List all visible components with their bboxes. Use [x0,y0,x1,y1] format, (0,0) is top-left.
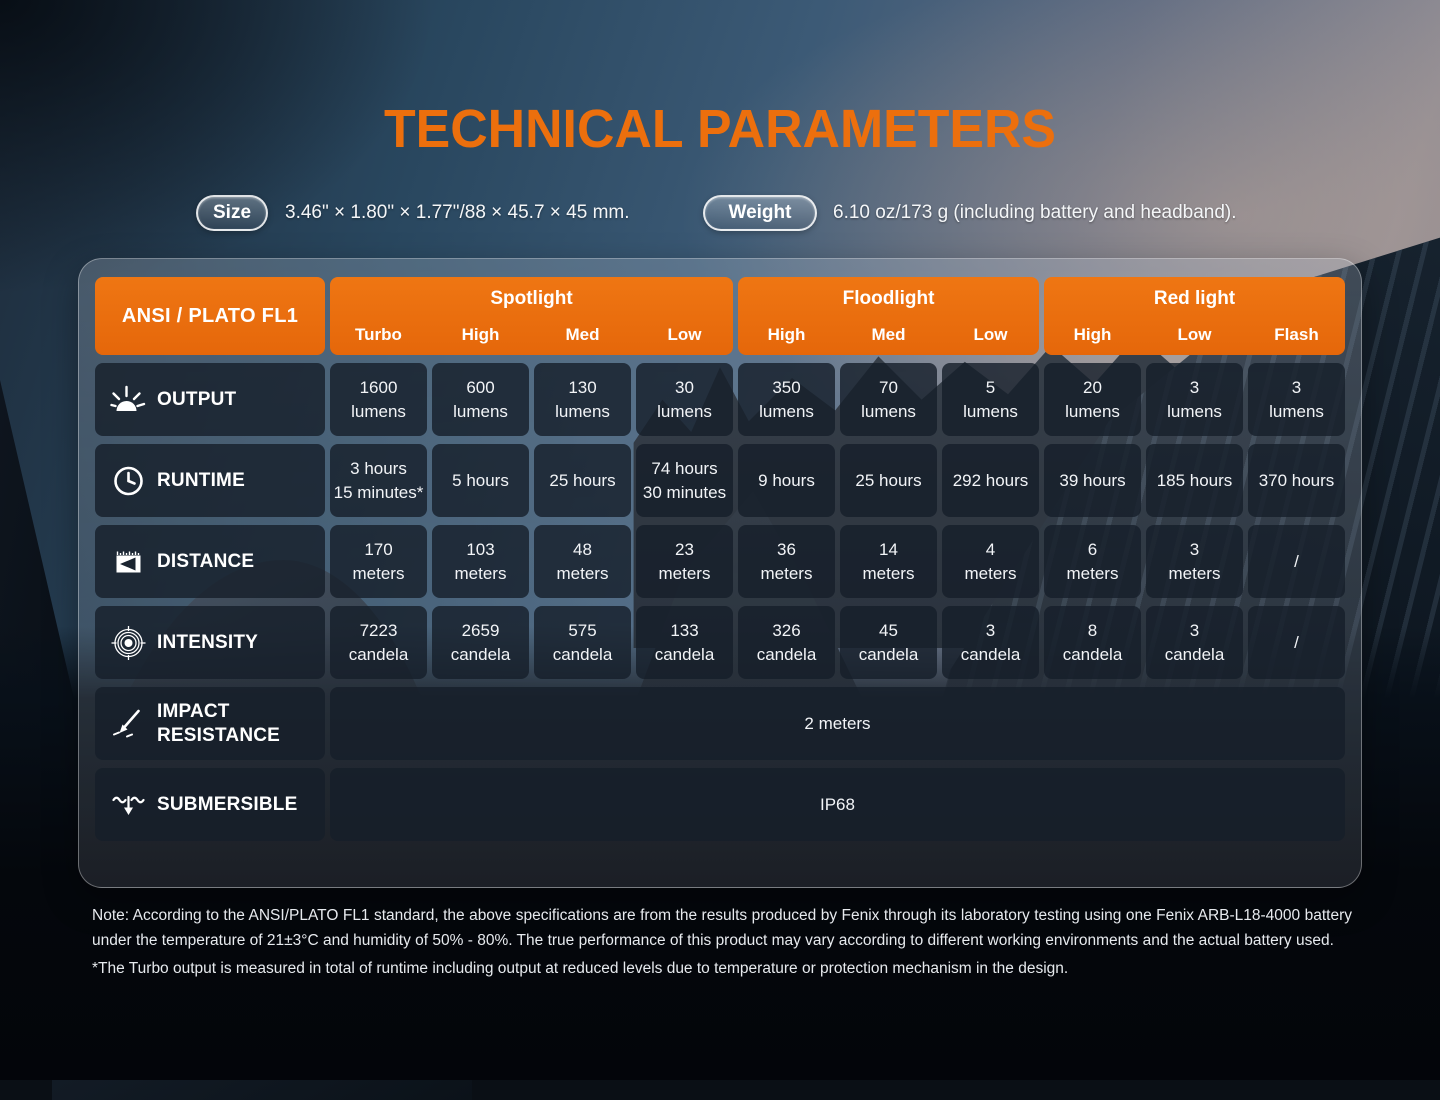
spec-cell: 170 meters [330,525,427,598]
weight-value: 6.10 oz/173 g (including battery and hea… [833,202,1237,223]
spec-cell: 7223 candela [330,606,427,679]
mode-header: Flash [1274,325,1319,344]
row-label-text: IMPACT RESISTANCE [157,700,281,746]
weight-badge-label: Weight [728,202,792,223]
mode-header: Med [871,325,906,344]
beam-distance-icon [108,543,148,581]
size-badge: Size [196,195,269,231]
row-label-intensity: INTENSITY [95,606,325,679]
spec-cell: 20 lumens [1044,363,1141,436]
spec-cell: 350 lumens [738,363,835,436]
spec-cell: 1600 lumens [330,363,427,436]
spec-cell: 3 meters [1146,525,1243,598]
group-title: Floodlight [842,288,935,309]
spec-cell: 9 hours [738,444,835,517]
page-title: TECHNICAL PARAMETERS [383,99,1057,159]
spec-cell: 14 meters [840,525,937,598]
row-label-runtime: RUNTIME [95,444,325,517]
size-badge-label: Size [213,202,252,223]
impact-arrow-icon [108,705,148,743]
spec-cell: 2659 candela [432,606,529,679]
spec-cell: 45 candela [840,606,937,679]
group-modes: High Med Low [738,325,1039,345]
spec-cell: 70 lumens [840,363,937,436]
spec-cell: 4 meters [942,525,1039,598]
spec-cell: 3 lumens [1248,363,1345,436]
row-label-impact-resistance: IMPACT RESISTANCE [95,687,325,760]
spec-cell: 130 lumens [534,363,631,436]
spec-cell: 3 hours 15 minutes* [330,444,427,517]
spec-cell: 133 candela [636,606,733,679]
spec-cell: 36 meters [738,525,835,598]
row-label-text: DISTANCE [157,550,255,572]
mode-header: Low [667,325,702,344]
row-label-distance: DISTANCE [95,525,325,598]
spec-table: ANSI / PLATO FL1 Spotlight Turbo High Me… [95,277,1345,841]
group-modes: Turbo High Med Low [330,325,733,345]
spec-cell: 48 meters [534,525,631,598]
row-label-submersible: SUBMERSIBLE [95,768,325,841]
mode-header: Low [1177,325,1212,344]
row-label-text: OUTPUT [157,388,237,410]
row-label-text: RUNTIME [157,469,245,491]
column-group-floodlight: Floodlight High Med Low [738,277,1039,355]
row-label-text: SUBMERSIBLE [157,793,298,815]
spec-cell: 3 candela [942,606,1039,679]
turbo-note-text: *The Turbo output is measured in total o… [92,959,1069,977]
spec-cell-submersible: IP68 [330,768,1345,841]
group-title: Red light [1153,288,1236,309]
spec-cell: 292 hours [942,444,1039,517]
spec-cell: 74 hours 30 minutes [636,444,733,517]
spec-cell: 8 candela [1044,606,1141,679]
mode-header: High [1073,325,1112,344]
clock-icon [108,462,148,500]
spec-cell: 370 hours [1248,444,1345,517]
spec-cell: 5 lumens [942,363,1039,436]
spec-cell-impact-resistance: 2 meters [330,687,1345,760]
mode-header: Med [565,325,600,344]
size-value: 3.46" × 1.80" × 1.77"/88 × 45.7 × 45 mm. [285,202,630,223]
note-text: Note: According to the ANSI/PLATO FL1 st… [92,907,1352,950]
footnotes: Note: According to the ANSI/PLATO FL1 st… [92,903,1352,981]
mode-header: High [461,325,500,344]
column-group-redlight: Red light High Low Flash [1044,277,1345,355]
group-modes: High Low Flash [1044,325,1345,345]
spec-cell: 39 hours [1044,444,1141,517]
spec-cell: 3 candela [1146,606,1243,679]
spec-cell: 103 meters [432,525,529,598]
mode-header: Low [973,325,1008,344]
spec-cell: 5 hours [432,444,529,517]
mode-header: High [767,325,806,344]
spec-panel: ANSI / PLATO FL1 Spotlight Turbo High Me… [78,258,1362,888]
row-label-output: OUTPUT [95,363,325,436]
target-rings-icon [108,624,148,662]
spec-cell: 600 lumens [432,363,529,436]
spec-cell: 185 hours [1146,444,1243,517]
spec-cell: 6 meters [1044,525,1141,598]
corner-header-label: ANSI / PLATO FL1 [121,304,299,327]
column-group-spotlight: Spotlight Turbo High Med Low [330,277,733,355]
spec-cell: / [1248,525,1345,598]
water-submersion-icon [108,786,148,824]
group-title: Spotlight [490,288,573,309]
weight-badge: Weight [703,195,817,231]
spec-cell: 575 candela [534,606,631,679]
corner-header: ANSI / PLATO FL1 [95,277,325,355]
spec-cell: 25 hours [534,444,631,517]
spec-cell: 23 meters [636,525,733,598]
spec-cell: 25 hours [840,444,937,517]
light-burst-icon [108,381,148,419]
spec-cell: 30 lumens [636,363,733,436]
spec-cell: 326 candela [738,606,835,679]
mode-header: Turbo [355,325,402,344]
spec-cell: / [1248,606,1345,679]
spec-cell: 3 lumens [1146,363,1243,436]
row-label-text: INTENSITY [157,631,259,653]
